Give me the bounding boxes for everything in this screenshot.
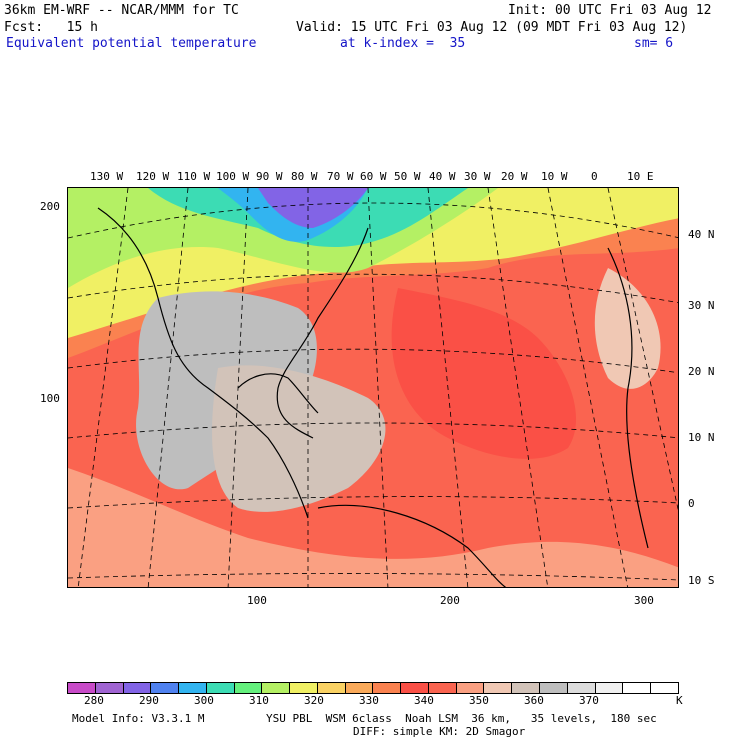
model-info: Model Info: V3.3.1 M xyxy=(72,712,205,725)
field-name: Equivalent potential temperature xyxy=(6,36,257,51)
colorbar-swatch xyxy=(484,683,513,693)
lat-label: 20 N xyxy=(688,365,715,378)
colorbar-tick-label: 360 xyxy=(524,694,544,707)
init-time: Init: 00 UTC Fri 03 Aug 12 xyxy=(508,3,712,18)
lat-label: 30 N xyxy=(688,299,715,312)
lat-label: 10 N xyxy=(688,431,715,444)
lat-line-s10 xyxy=(68,573,678,581)
lon-line-2 xyxy=(147,188,189,587)
map-canvas xyxy=(68,188,678,587)
colorbar-tick-label: 290 xyxy=(139,694,159,707)
red-atlantic-core xyxy=(391,288,577,459)
colorbar-unit: K xyxy=(676,694,683,707)
lon-line-7 xyxy=(487,188,549,587)
lat-line-10 xyxy=(68,422,678,439)
colorbar-swatch xyxy=(262,683,291,693)
lon-line-6 xyxy=(427,188,469,587)
na-west-coast xyxy=(97,207,309,519)
colorbar-swatch xyxy=(623,683,652,693)
colorbar-swatch xyxy=(512,683,541,693)
lon-label: 0 xyxy=(591,170,598,183)
lon-label: 50 W xyxy=(394,170,421,183)
x-axis-label-200: 200 xyxy=(440,594,460,607)
colorbar-swatch xyxy=(234,683,263,693)
x-axis-label-100: 100 xyxy=(247,594,267,607)
graticule xyxy=(68,188,678,587)
colorbar xyxy=(67,682,679,694)
colorbar-tick-label: 300 xyxy=(194,694,214,707)
lat-line-40 xyxy=(68,202,678,239)
coastlines xyxy=(97,207,649,587)
colorbar-swatch xyxy=(95,683,124,693)
lon-label: 80 W xyxy=(291,170,318,183)
physics-line1: YSU PBL WSM 6class Noah LSM 36 km, 35 le… xyxy=(266,712,657,725)
tan-region xyxy=(212,365,386,512)
y-axis-label-100: 100 xyxy=(40,392,60,405)
lon-line-5 xyxy=(367,188,389,587)
lat-line-0 xyxy=(68,496,678,509)
lat-line-20 xyxy=(68,348,678,374)
lon-label: 10 W xyxy=(541,170,568,183)
colorbar-tick-label: 280 xyxy=(84,694,104,707)
colorbar-swatch xyxy=(456,683,485,693)
colorbar-tick-label: 310 xyxy=(249,694,269,707)
colorbar-swatch xyxy=(540,683,568,693)
africa-coast xyxy=(607,247,649,549)
colorbar-swatch xyxy=(428,683,457,693)
lon-label: 90 W xyxy=(256,170,283,183)
colorbar-tick-label: 320 xyxy=(304,694,324,707)
lon-label: 130 W xyxy=(90,170,124,183)
lon-label: 30 W xyxy=(464,170,491,183)
colorbar-swatch xyxy=(595,683,624,693)
gulf-coast xyxy=(237,373,319,414)
colorbar-tick-label: 370 xyxy=(579,694,599,707)
colorbar-swatch xyxy=(123,683,152,693)
colorbar-swatch xyxy=(206,683,235,693)
lon-label: 110 W xyxy=(177,170,211,183)
theta-e-map xyxy=(67,187,679,588)
colorbar-swatch xyxy=(651,683,678,693)
lon-label: 120 W xyxy=(136,170,170,183)
colorbar-swatch xyxy=(151,683,180,693)
physics-line2: DIFF: simple KM: 2D Smagor xyxy=(353,725,526,738)
colorbar-swatch xyxy=(345,683,374,693)
colorbar-tick-label: 330 xyxy=(359,694,379,707)
lat-label: 40 N xyxy=(688,228,715,241)
lon-label: 20 W xyxy=(501,170,528,183)
colorbar-swatch xyxy=(567,683,596,693)
colorbar-swatch xyxy=(401,683,429,693)
lat-label: 10 S xyxy=(688,574,715,587)
salmon-south-band xyxy=(68,468,678,587)
colorbar-swatch xyxy=(68,683,96,693)
colorbar-tick-label: 340 xyxy=(414,694,434,707)
level-info: at k-index = 35 xyxy=(340,36,466,51)
lat-label: 0 xyxy=(688,497,695,510)
lon-line-9 xyxy=(607,188,678,511)
lon-label: 70 W xyxy=(327,170,354,183)
na-east-coast xyxy=(276,227,369,439)
lon-line-1 xyxy=(77,188,129,587)
x-axis-label-300: 300 xyxy=(634,594,654,607)
africa-light-region xyxy=(594,268,661,389)
lon-label: 40 W xyxy=(429,170,456,183)
colorbar-swatch xyxy=(179,683,207,693)
smoothing-info: sm= 6 xyxy=(634,36,674,51)
lon-label: 100 W xyxy=(216,170,250,183)
model-title: 36km EM-WRF -- NCAR/MMM for TC xyxy=(4,3,239,18)
lat-line-30 xyxy=(68,273,678,304)
colorbar-swatch xyxy=(290,683,318,693)
colorbar-swatch xyxy=(317,683,346,693)
lon-label: 60 W xyxy=(360,170,387,183)
y-axis-label-200: 200 xyxy=(40,200,60,213)
forecast-hour: Fcst: 15 h xyxy=(4,20,98,35)
lon-label: 10 E xyxy=(627,170,654,183)
sa-coast xyxy=(317,504,507,587)
colorbar-swatch xyxy=(373,683,402,693)
colorbar-tick-label: 350 xyxy=(469,694,489,707)
lon-line-3 xyxy=(227,188,249,587)
purple-core xyxy=(258,188,368,228)
valid-time: Valid: 15 UTC Fri 03 Aug 12 (09 MDT Fri … xyxy=(296,20,688,35)
